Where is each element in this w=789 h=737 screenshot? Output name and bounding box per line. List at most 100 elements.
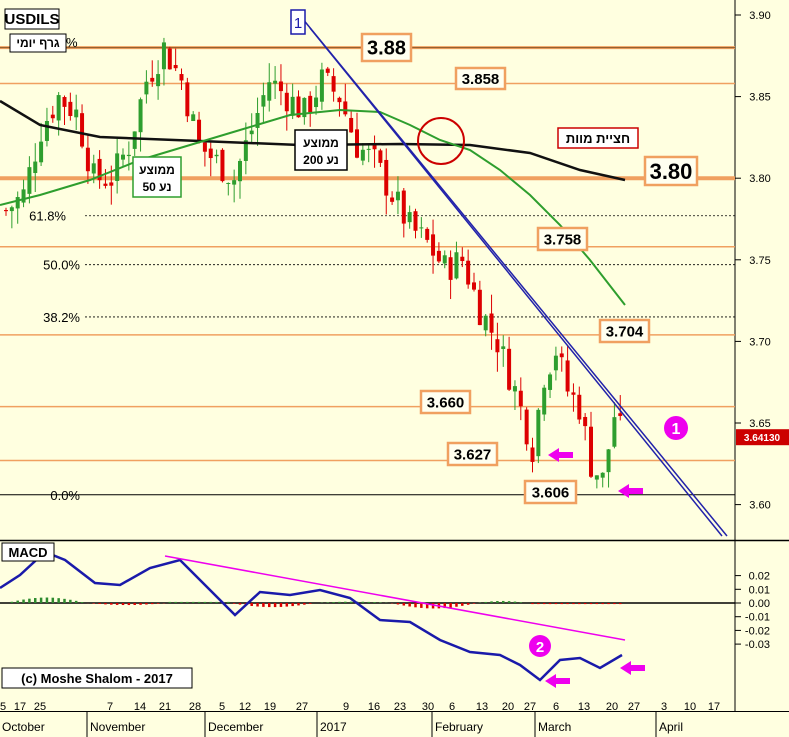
ma200-label-line1: ממוצע: [303, 136, 339, 150]
candle-bear: [68, 101, 73, 117]
price-axis-label: 3.70: [749, 336, 770, 348]
candle-bull: [27, 167, 32, 194]
candle-bull: [255, 112, 260, 128]
candle-bear: [97, 158, 102, 181]
candle-bull: [238, 160, 242, 182]
fib-label: 38.2%: [43, 310, 80, 325]
candle-bull: [126, 154, 131, 157]
candle-bear: [85, 147, 90, 172]
candle-bear: [62, 97, 67, 107]
candle-bear: [466, 260, 471, 285]
price-level-label-box: [419, 389, 472, 415]
candle-bull: [9, 207, 14, 212]
candle-bear: [179, 74, 184, 81]
candle-bull: [115, 153, 120, 181]
x-axis-day-label: 17: [708, 701, 720, 713]
x-axis-day-label: 6: [553, 701, 559, 713]
ma50-label-line2: נע 50: [142, 180, 171, 194]
x-axis-day-label: 30: [422, 701, 434, 713]
candle-bear: [390, 197, 395, 202]
macd-axis-label: -0.02: [745, 625, 770, 637]
fib-label: 0.0%: [50, 488, 80, 503]
candle-bull: [56, 95, 61, 121]
candle-bull: [612, 417, 617, 447]
ma50-label-box: [132, 156, 182, 198]
x-axis-day-label: 16: [368, 701, 380, 713]
candle-bear: [185, 82, 190, 117]
candle-bull: [483, 315, 488, 331]
candle-bull: [442, 255, 447, 264]
candle-bull: [74, 109, 79, 118]
candle-bear: [173, 65, 178, 69]
x-axis-month-label: April: [659, 720, 683, 734]
trendline-number-box: [290, 9, 306, 35]
candle-bear: [571, 392, 576, 395]
candle-bear: [589, 426, 593, 477]
x-axis-day-label: 5: [0, 701, 6, 713]
price-axis-label: 3.65: [749, 418, 770, 430]
chart-title: USDILS: [4, 11, 59, 28]
marker-2-circle: [529, 635, 551, 657]
candle-bull: [548, 374, 553, 390]
x-axis-month-label: March: [538, 720, 571, 734]
fib-label-100-fragment: %: [66, 35, 78, 50]
candle-bull: [419, 227, 424, 229]
candle-bear: [565, 360, 570, 392]
x-axis-day-label: 19: [264, 701, 276, 713]
x-axis-day-label: 27: [524, 701, 536, 713]
candle-bear: [337, 97, 342, 103]
candle-bull: [542, 387, 547, 415]
candle-bear: [150, 77, 155, 82]
candle-bull: [454, 252, 459, 279]
candle-bull: [594, 475, 599, 480]
x-axis-day-label: 25: [34, 701, 46, 713]
candle-bear: [296, 96, 301, 118]
candle-bull: [138, 99, 143, 133]
candle-bull: [395, 191, 400, 201]
x-axis-day-label: 20: [502, 701, 514, 713]
price-level-label-box: [643, 155, 699, 187]
candle-bear: [577, 394, 582, 420]
macd-axis-label: -0.01: [745, 612, 770, 624]
candle-bear: [524, 409, 529, 445]
price-level-label: 3.858: [462, 71, 500, 88]
arrow-left-icon: [618, 484, 643, 498]
macd-axis-label: 0.02: [749, 571, 770, 583]
candle-bull: [273, 80, 278, 84]
candle-bear: [472, 282, 476, 290]
candle-bear: [507, 348, 512, 390]
candle-bear: [103, 183, 108, 186]
candle-bear: [401, 190, 406, 224]
candle-bear: [518, 390, 523, 407]
x-axis-day-label: 23: [394, 701, 406, 713]
candle-bull: [33, 161, 38, 174]
candle-bull: [600, 472, 605, 478]
candle-bear: [436, 250, 441, 262]
x-axis-day-label: 21: [159, 701, 171, 713]
x-axis-day-label: 27: [628, 701, 640, 713]
price-pane: [0, 0, 735, 540]
candle-bear: [109, 182, 114, 186]
trendline-number: 1: [294, 15, 302, 32]
fib-label: 61.8%: [29, 209, 66, 224]
macd-axis-label: 0.01: [749, 584, 770, 596]
candle-bull: [553, 355, 558, 371]
candle-bear: [308, 95, 313, 113]
candle-bull: [21, 189, 26, 203]
x-axis-day-label: 17: [14, 701, 26, 713]
price-level-label-box: [446, 441, 499, 467]
candle-bull: [501, 346, 506, 349]
candle-bull: [407, 212, 412, 223]
price-axis-label: 3.75: [749, 255, 770, 267]
candle-bull: [121, 154, 125, 160]
candle-bull: [132, 131, 137, 149]
x-axis-area: [0, 711, 789, 737]
candle-bull: [290, 96, 295, 116]
death-cross-label-box: [557, 127, 639, 149]
candle-bear: [208, 148, 213, 159]
macd-axis-label: -0.03: [745, 639, 770, 651]
macd-divergence-line: [164, 555, 626, 641]
candle-bear: [80, 113, 85, 147]
candle-bear: [284, 92, 289, 112]
